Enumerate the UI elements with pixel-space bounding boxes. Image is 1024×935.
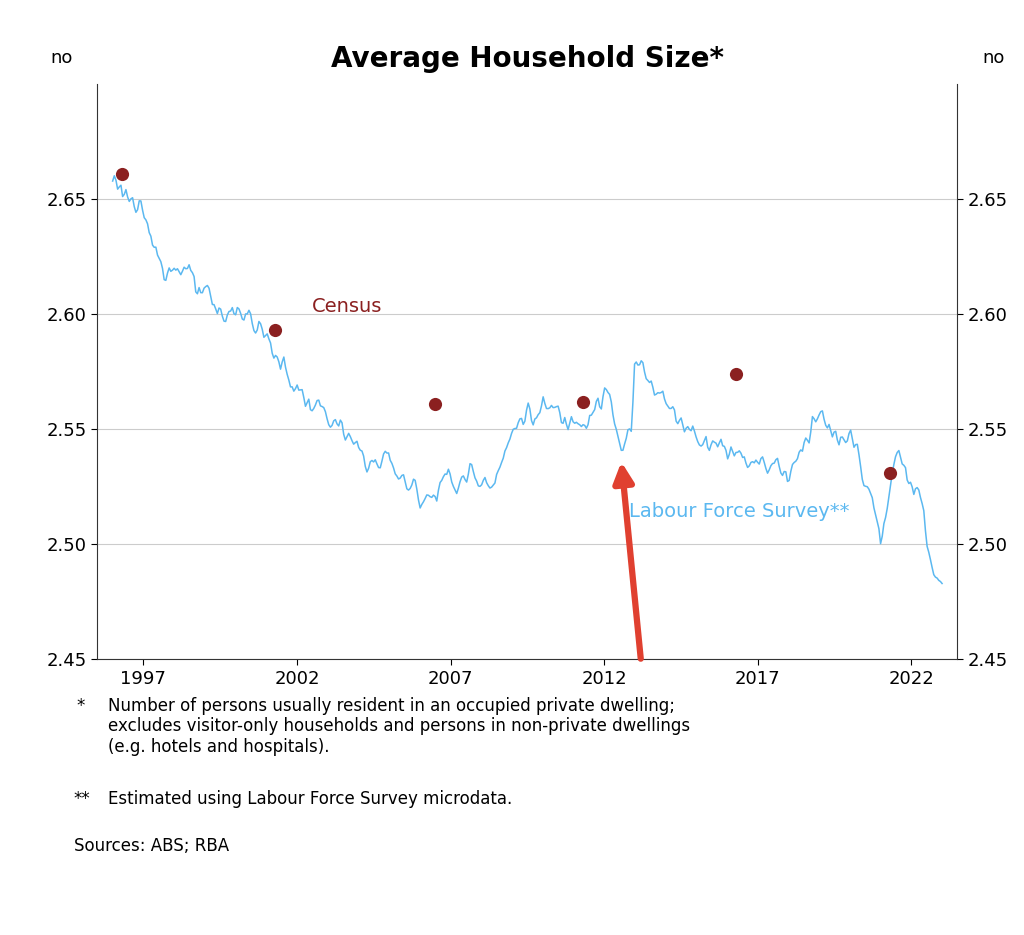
Text: no: no (982, 49, 1005, 67)
Point (114, 166, 130, 181)
Point (882, 466, 898, 481)
Text: Sources: ABS; RBA: Sources: ABS; RBA (74, 837, 228, 855)
Point (574, 394, 591, 409)
Title: Average Household Size*: Average Household Size* (331, 46, 724, 74)
Text: **: ** (74, 790, 90, 808)
Text: no: no (50, 49, 73, 67)
Text: *: * (77, 697, 85, 714)
Point (427, 396, 443, 411)
Text: Estimated using Labour Force Survey microdata.: Estimated using Labour Force Survey micr… (108, 790, 512, 808)
Text: Labour Force Survey**: Labour Force Survey** (629, 501, 849, 521)
Text: Number of persons usually resident in an occupied private dwelling;
excludes vis: Number of persons usually resident in an… (108, 697, 689, 756)
Text: Census: Census (312, 296, 383, 316)
Point (728, 367, 744, 381)
Point (267, 323, 284, 338)
